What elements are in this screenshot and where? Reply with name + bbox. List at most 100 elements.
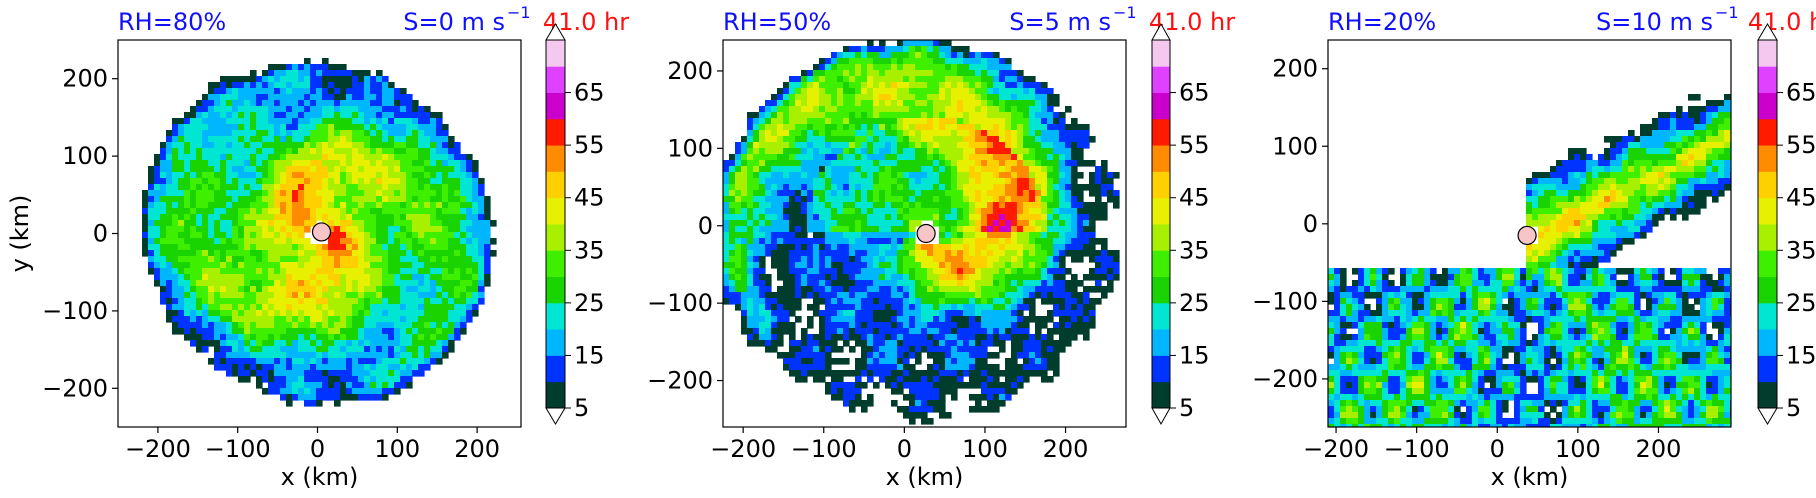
field-cell — [1029, 250, 1036, 257]
field-cell — [813, 112, 820, 119]
field-cell — [885, 208, 892, 215]
field-cell — [1107, 286, 1114, 293]
field-cell — [1047, 208, 1054, 215]
field-cell — [310, 106, 317, 113]
field-cell — [891, 232, 898, 239]
field-cell — [316, 136, 323, 143]
field-cell — [274, 328, 281, 335]
field-cell — [1071, 136, 1078, 143]
field-cell — [1107, 172, 1114, 179]
field-cell — [957, 94, 964, 101]
field-cell — [957, 202, 964, 209]
field-cell — [771, 136, 778, 143]
field-cell — [825, 94, 832, 101]
field-cell — [825, 214, 832, 221]
field-cell — [280, 286, 287, 293]
field-cell — [933, 256, 940, 263]
field-cell — [981, 202, 988, 209]
field-cell — [316, 70, 323, 77]
field-cell — [250, 208, 257, 215]
field-cell — [472, 184, 479, 191]
field-cell — [861, 100, 868, 107]
field-cell — [214, 334, 221, 341]
field-cell — [993, 106, 1000, 113]
field-cell — [801, 280, 808, 287]
field-cell — [286, 268, 293, 275]
field-cell — [1071, 184, 1078, 191]
field-cell — [885, 52, 892, 59]
field-cell — [795, 184, 802, 191]
field-cell — [268, 268, 275, 275]
field-cell — [975, 190, 982, 197]
field-cell — [831, 208, 838, 215]
field-cell — [340, 322, 347, 329]
field-cell — [735, 196, 742, 203]
field-cell — [226, 94, 233, 101]
field-cell — [262, 100, 269, 107]
field-cell — [148, 232, 155, 239]
field-cell — [825, 100, 832, 107]
field-cell — [771, 250, 778, 257]
field-cell — [148, 250, 155, 257]
field-cell — [849, 232, 856, 239]
field-cell — [981, 82, 988, 89]
field-cell — [969, 244, 976, 251]
field-cell — [963, 70, 970, 77]
field-cell — [226, 346, 233, 353]
field-cell — [849, 64, 856, 71]
field-cell — [981, 262, 988, 269]
field-cell — [987, 70, 994, 77]
field-cell — [430, 232, 437, 239]
field-cell — [340, 232, 347, 239]
field-cell — [400, 346, 407, 353]
field-cell — [310, 142, 317, 149]
field-cell — [274, 268, 281, 275]
field-cell — [310, 286, 317, 293]
field-cell — [897, 82, 904, 89]
field-cell — [813, 262, 820, 269]
field-cell — [250, 340, 257, 347]
field-cell — [466, 238, 473, 245]
field-cell — [244, 292, 251, 299]
field-cell — [382, 166, 389, 173]
field-cell — [412, 118, 419, 125]
field-cell — [400, 358, 407, 365]
field-cell — [1077, 130, 1084, 137]
field-cell — [424, 346, 431, 353]
field-cell — [340, 226, 347, 233]
field-cell — [400, 274, 407, 281]
field-cell — [1083, 214, 1090, 221]
field-cell — [424, 166, 431, 173]
field-cell — [885, 214, 892, 221]
field-cell — [891, 244, 898, 251]
field-cell — [927, 262, 934, 269]
field-cell — [765, 232, 772, 239]
field-cell — [304, 118, 311, 125]
field-cell — [825, 232, 832, 239]
field-cell — [268, 316, 275, 323]
field-cell — [286, 280, 293, 287]
field-cell — [975, 274, 982, 281]
field-cell — [969, 202, 976, 209]
field-cell — [819, 136, 826, 143]
field-cell — [945, 274, 952, 281]
field-cell — [172, 184, 179, 191]
field-cell — [1035, 136, 1042, 143]
field-cell — [340, 130, 347, 137]
field-cell — [897, 292, 904, 299]
field-cell — [801, 88, 808, 95]
field-cell — [328, 232, 335, 239]
field-cell — [322, 244, 329, 251]
field-cell — [939, 142, 946, 149]
field-cell — [801, 256, 808, 263]
field-cell — [430, 298, 437, 305]
field-cell — [442, 256, 449, 263]
field-cell — [843, 214, 850, 221]
field-cell — [292, 292, 299, 299]
field-cell — [238, 142, 245, 149]
field-cell — [789, 76, 796, 83]
field-cell — [1011, 184, 1018, 191]
field-cell — [1029, 154, 1036, 161]
field-cell — [969, 172, 976, 179]
field-cell — [909, 142, 916, 149]
